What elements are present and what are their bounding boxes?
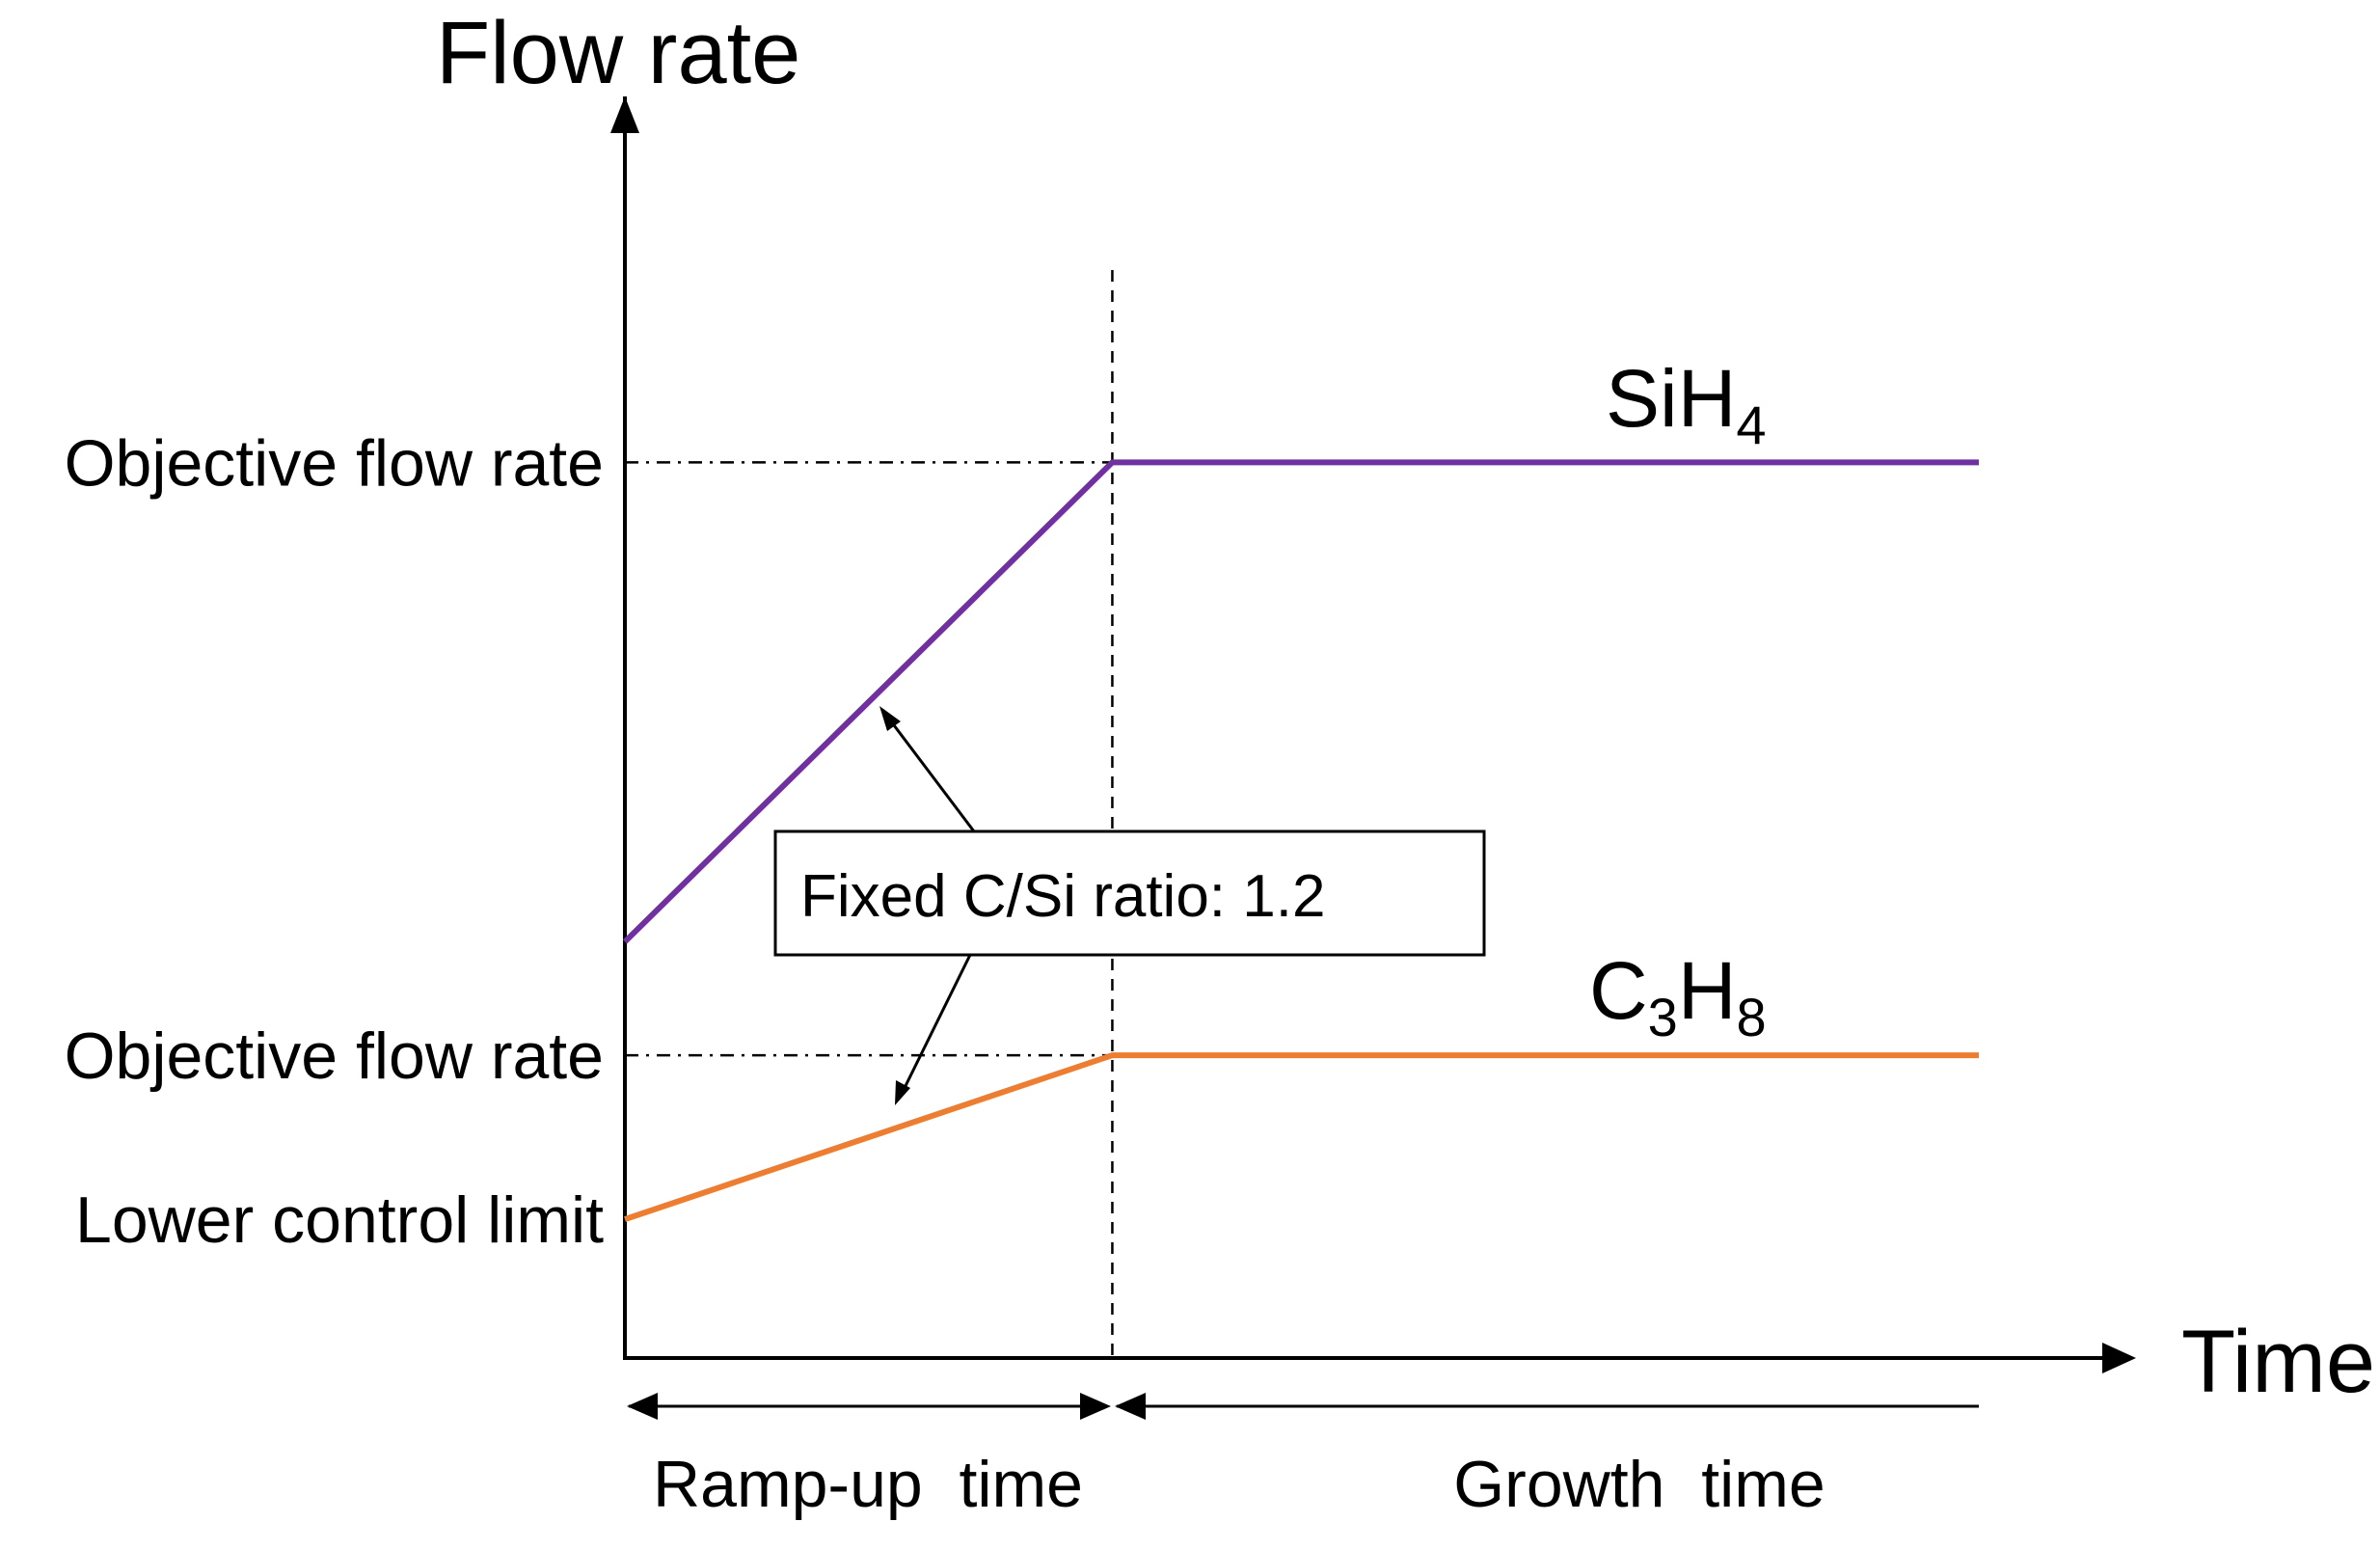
ramp-up-time-label: Ramp-up time xyxy=(653,1448,1083,1521)
y-axis-title: Flow rate xyxy=(436,4,800,102)
ramp-up-span-right-head xyxy=(1080,1393,1111,1420)
c3h8-objective-label: Objective flow rate xyxy=(65,1019,604,1093)
y-axis-arrowhead xyxy=(610,96,639,133)
annotation-arrowhead-sih4 xyxy=(879,706,901,731)
annotation-text: Fixed C/Si ratio: 1.2 xyxy=(800,863,1325,930)
x-axis-arrowhead xyxy=(2102,1343,2136,1373)
series-label-sih4: SiH4 xyxy=(1606,353,1767,455)
growth-time-label: Growth time xyxy=(1453,1448,1825,1521)
x-axis-title: Time xyxy=(2181,1313,2375,1411)
growth-span-left-head xyxy=(1115,1393,1146,1420)
sih4-objective-label: Objective flow rate xyxy=(65,426,604,500)
annotation-box xyxy=(773,829,1486,957)
series-line-c3h8 xyxy=(624,1052,1979,1222)
annotation-arrow-to-sih4 xyxy=(883,713,976,832)
lower-control-limit-label: Lower control limit xyxy=(75,1183,604,1257)
annotation-arrowhead-c3h8 xyxy=(895,1080,910,1105)
series-line-sih4 xyxy=(622,459,1979,944)
series-label-c3h8: C3H8 xyxy=(1589,945,1767,1047)
annotation-arrow-to-c3h8 xyxy=(899,954,972,1097)
ramp-up-span-left-head xyxy=(627,1393,658,1420)
